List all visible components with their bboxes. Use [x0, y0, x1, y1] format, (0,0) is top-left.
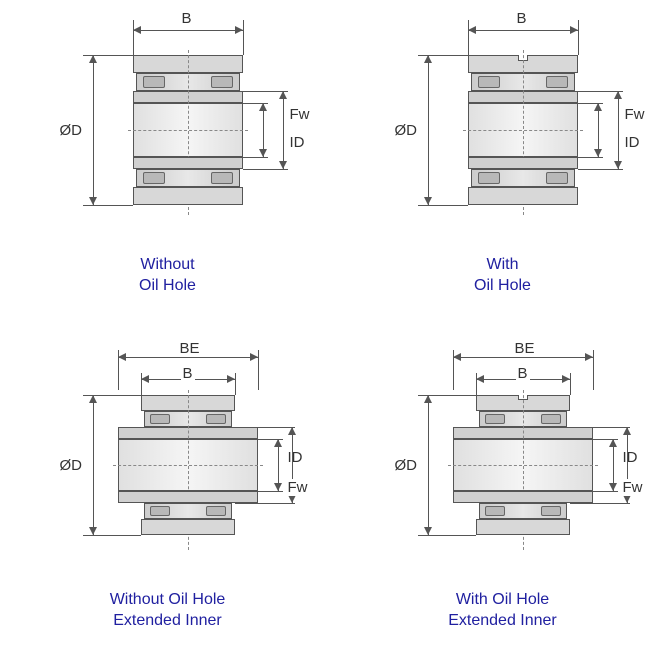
label-width: B	[516, 365, 530, 382]
label-od: ØD	[58, 122, 85, 139]
bearing-diagram: BE B ØD	[363, 345, 643, 585]
bearing-diagram: B ØD Fw	[363, 10, 643, 250]
label-id: ID	[288, 134, 307, 151]
cell-with-oil-hole-extended: BE B ØD	[335, 335, 670, 670]
label-od: ØD	[393, 122, 420, 139]
label-fw: Fw	[623, 106, 647, 123]
label-id: ID	[621, 449, 640, 466]
label-width: B	[515, 10, 529, 27]
label-id: ID	[623, 134, 642, 151]
caption: With Oil Hole Extended Inner	[448, 590, 557, 632]
label-width: B	[180, 10, 194, 27]
label-fw: Fw	[621, 479, 645, 496]
cell-without-oil-hole: B ØD	[0, 0, 335, 335]
caption: Without Oil Hole Extended Inner	[110, 590, 226, 632]
cell-with-oil-hole: B ØD Fw	[335, 0, 670, 335]
label-ext-width: BE	[178, 340, 202, 357]
label-id: ID	[286, 449, 305, 466]
diagram-grid: B ØD	[0, 0, 670, 670]
cell-without-oil-hole-extended: BE B ØD	[0, 335, 335, 670]
bearing-diagram: B ØD	[28, 10, 308, 250]
caption: With Oil Hole	[474, 255, 531, 297]
label-width: B	[181, 365, 195, 382]
label-fw: Fw	[288, 106, 312, 123]
caption: Without Oil Hole	[139, 255, 196, 297]
label-fw: Fw	[286, 479, 310, 496]
label-od: ØD	[58, 457, 85, 474]
label-ext-width: BE	[513, 340, 537, 357]
bearing-diagram: BE B ØD	[28, 345, 308, 585]
label-od: ØD	[393, 457, 420, 474]
